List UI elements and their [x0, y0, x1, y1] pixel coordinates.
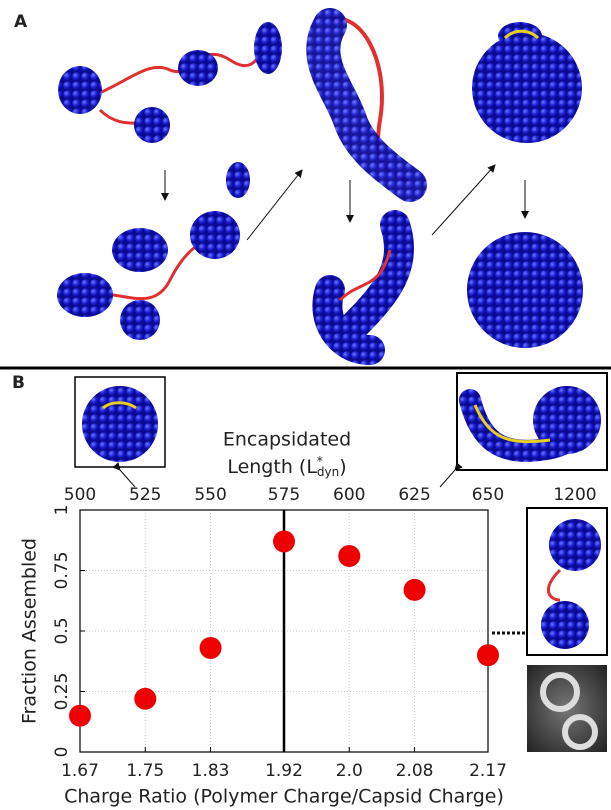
top-tick-label: 1200 — [553, 485, 596, 505]
top-tick-label: 575 — [268, 485, 300, 505]
panel-label: B — [12, 373, 25, 393]
x-tick-label: 2.0 — [336, 761, 363, 781]
x-tick-label: 2.08 — [396, 761, 434, 781]
point — [199, 636, 222, 659]
top-tick-label: 650 — [472, 485, 504, 505]
top-tick-label: 500 — [64, 485, 96, 505]
top-tick-label: 625 — [398, 485, 430, 505]
x-tick-label: 1.67 — [61, 761, 99, 781]
y-tick-label: 0.75 — [52, 552, 72, 590]
plot: 0 0.25 0.5 0.75 1 1.67 1.75 1.83 1.92 2.0 2.08 2.17… — [52, 485, 597, 781]
y-tick-label: 0.5 — [52, 617, 72, 644]
y-axis-title: Fraction Assembled — [19, 538, 41, 724]
point — [134, 687, 157, 710]
x-tick-label: 1.75 — [126, 761, 164, 781]
y-tick-label: 0 — [52, 747, 72, 758]
point — [273, 530, 295, 553]
point — [69, 704, 91, 727]
top-axis-title-text: Length (L — [227, 456, 317, 478]
top-axis-title-sub: dyn — [317, 465, 339, 479]
y-tick-label: 1 — [52, 505, 72, 516]
x-tick-label: 1.83 — [192, 761, 230, 781]
top-tick-label: 550 — [194, 485, 226, 505]
top-axis-title-sup: * — [317, 454, 323, 468]
x-axis-title: Charge Ratio (Polymer Charge/Capsid Char… — [64, 786, 504, 808]
top-tick-label: 525 — [129, 485, 161, 505]
y-tick-label: 0.25 — [52, 673, 72, 711]
top-axis-title: Encapsidated — [223, 429, 351, 451]
x-tick-label: 2.17 — [469, 761, 507, 781]
simulation-snapshots — [57, 8, 583, 365]
top-axis-title: Length (L* dyn) — [227, 454, 346, 479]
top-axis-title-end: ) — [339, 456, 346, 478]
point — [338, 544, 361, 567]
insets — [74, 372, 608, 752]
x-tick-label: 1.92 — [265, 761, 303, 781]
top-tick-label: 600 — [333, 485, 365, 505]
panel-label: A — [14, 12, 28, 32]
point — [403, 578, 426, 601]
point — [477, 644, 499, 667]
